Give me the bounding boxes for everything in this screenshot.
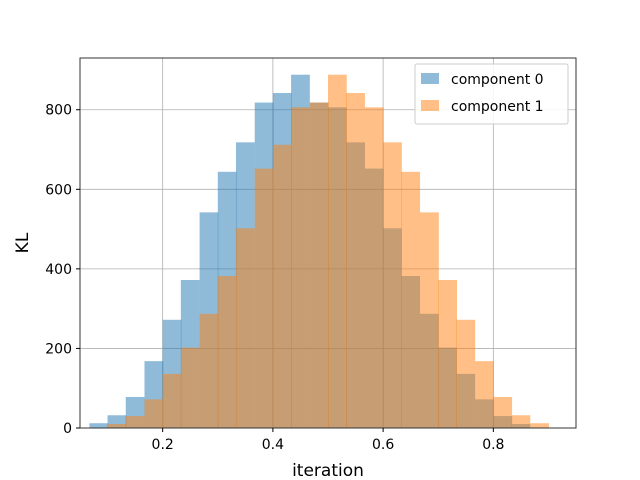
x-tick-label: 0.6 xyxy=(372,437,394,453)
legend-swatch-component-0 xyxy=(421,73,439,84)
bar-component-1 xyxy=(254,168,274,428)
bar-component-1 xyxy=(272,144,292,428)
y-tick-label: 600 xyxy=(45,182,72,198)
y-tick-label: 200 xyxy=(45,341,72,357)
bar-component-1 xyxy=(493,396,513,428)
bar-component-1 xyxy=(383,142,402,428)
x-tick-label: 0.4 xyxy=(262,437,284,453)
bar-component-1 xyxy=(291,107,310,428)
y-tick-label: 800 xyxy=(45,103,72,119)
bar-component-0 xyxy=(89,423,109,428)
x-tick-label: 0.2 xyxy=(152,437,174,453)
bars xyxy=(89,74,550,429)
bar-component-1 xyxy=(511,415,531,428)
bar-component-1 xyxy=(107,424,127,428)
y-tick-label: 400 xyxy=(45,262,72,278)
legend-swatch-component-1 xyxy=(421,100,439,111)
plot-frame xyxy=(79,57,577,429)
bar-component-1 xyxy=(401,171,421,428)
bar-component-1 xyxy=(456,319,476,428)
legend-label-component-0: component 0 xyxy=(451,72,544,88)
bar-component-1 xyxy=(217,276,237,428)
bar-component-1 xyxy=(125,416,145,428)
y-tick-label: 0 xyxy=(63,421,72,437)
x-tick-label: 0.8 xyxy=(482,437,504,453)
bar-component-1 xyxy=(438,280,457,428)
bar-component-1 xyxy=(180,347,200,428)
bar-component-1 xyxy=(328,74,347,428)
y-axis-ticks: 0 200 400 600 800 xyxy=(45,103,80,437)
legend: component 0 component 1 xyxy=(414,63,569,125)
bar-component-1 xyxy=(235,228,255,428)
bar-component-1 xyxy=(309,102,329,428)
x-axis-label: iteration xyxy=(292,461,364,480)
bar-component-1 xyxy=(364,107,384,428)
bar-component-1 xyxy=(144,399,164,428)
bar-component-1 xyxy=(475,361,494,428)
bar-component-1 xyxy=(199,313,219,428)
x-axis-ticks: 0.2 0.4 0.6 0.8 xyxy=(152,428,504,453)
bar-component-1 xyxy=(346,93,365,429)
legend-box xyxy=(414,63,569,125)
bar-component-1 xyxy=(420,212,439,428)
bar-component-1 xyxy=(530,423,550,428)
y-axis-label: KL xyxy=(13,232,33,253)
legend-label-component-1: component 1 xyxy=(451,99,544,115)
bar-component-1 xyxy=(162,373,182,428)
